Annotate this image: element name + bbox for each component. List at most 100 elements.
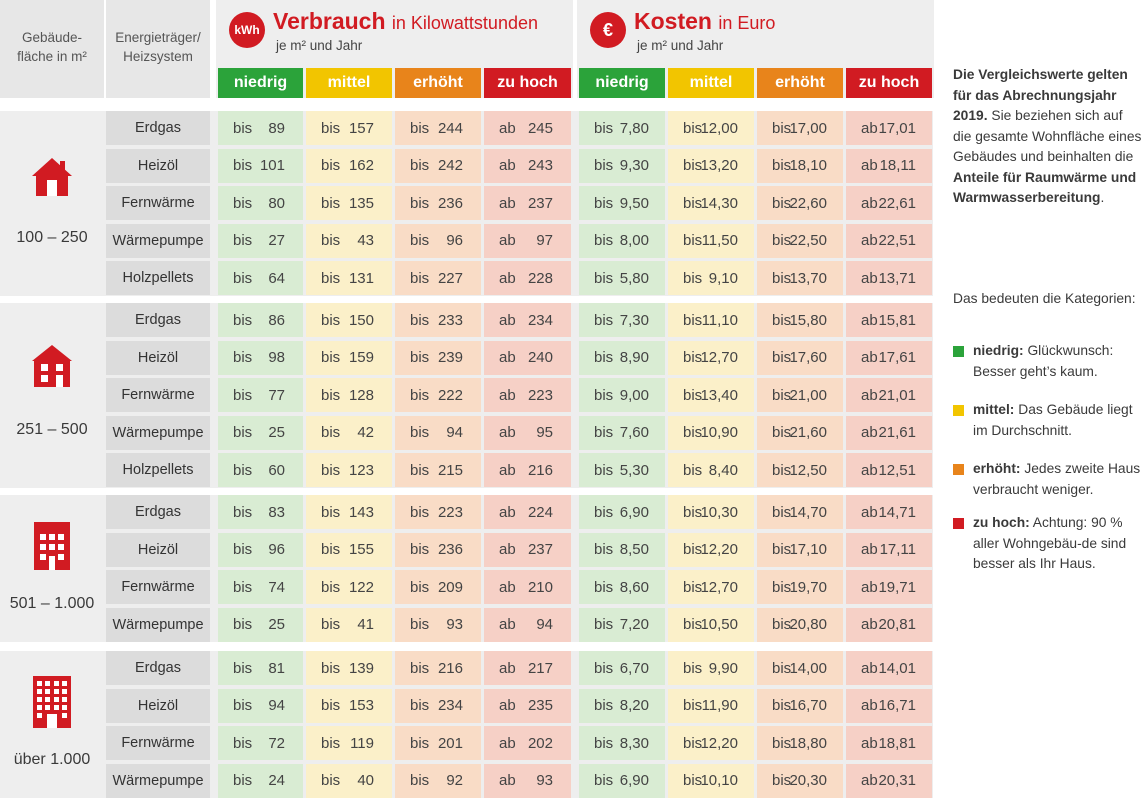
value-prefix: bis [594, 424, 614, 441]
eur-cell-erhoeht: bis 18,10 [757, 148, 843, 183]
value-prefix: bis [594, 311, 614, 329]
kwh-cell-mittel: bis 159 [306, 340, 392, 375]
legend-label: zu hoch: [973, 515, 1030, 530]
kwh-cell-zu-hoch: ab 223 [484, 378, 571, 412]
value-prefix: bis [594, 541, 614, 558]
value-number: 11,50 [701, 232, 738, 249]
kwh-cell-erhoeht: bis 94 [395, 415, 481, 450]
kwh-cell-mittel: bis 143 [306, 495, 392, 529]
value-prefix: bis [233, 349, 253, 366]
legend-swatch-orange [953, 464, 964, 475]
value-number: 9,30 [619, 157, 649, 174]
value-number: 233 [437, 311, 463, 329]
value-number: 209 [437, 578, 463, 596]
value-prefix: bis [321, 541, 341, 558]
value-prefix: bis [233, 194, 253, 212]
value-prefix: ab [499, 503, 516, 521]
eur-cell-niedrig: bis 6,90 [579, 495, 665, 529]
consumption-cat-mittel: mittel [306, 68, 392, 98]
value-prefix: bis [410, 616, 430, 633]
value-prefix: ab [861, 541, 878, 558]
value-prefix: ab [861, 424, 878, 441]
size-label: 251 – 500 [16, 421, 88, 439]
kwh-cell-mittel: bis 131 [306, 261, 392, 295]
value-number: 216 [527, 461, 553, 479]
high-rise-building-icon [33, 676, 71, 728]
value-prefix: bis [594, 578, 614, 596]
eur-cell-erhoeht: bis 20,30 [757, 763, 843, 798]
energy-type-cell: Wärmepumpe [106, 763, 210, 798]
value-number: 235 [527, 697, 553, 714]
eur-cell-mittel: bis 10,30 [668, 495, 754, 529]
value-prefix: ab [861, 461, 878, 479]
value-number: 12,50 [789, 461, 827, 479]
sidebar-note: Die Vergleichswerte gelten für das Abrec… [953, 65, 1143, 209]
value-prefix: bis [594, 157, 614, 174]
value-number: 150 [348, 311, 374, 329]
kwh-cell-niedrig: bis 89 [218, 111, 303, 145]
value-prefix: bis [410, 697, 430, 714]
consumption-title-suffix: in Kilowattstunden [391, 13, 538, 33]
value-prefix: bis [233, 616, 253, 633]
value-prefix: bis [772, 616, 792, 633]
cost-cat-niedrig: niedrig [579, 68, 665, 98]
eur-cell-zu-hoch: ab 12,51 [846, 453, 932, 487]
value-prefix: bis [594, 772, 614, 789]
value-prefix: bis [321, 269, 341, 287]
value-number: 12,51 [878, 461, 916, 479]
value-prefix: bis [594, 616, 614, 633]
value-prefix: ab [861, 734, 878, 752]
value-prefix: ab [499, 616, 516, 633]
value-prefix: ab [499, 157, 516, 174]
value-prefix: ab [861, 386, 878, 404]
value-prefix: bis [233, 578, 253, 596]
value-number: 139 [348, 659, 374, 677]
value-number: 17,00 [789, 119, 827, 137]
value-prefix: bis [772, 503, 792, 521]
value-number: 40 [357, 772, 374, 789]
eur-cell-niedrig: bis 8,60 [579, 570, 665, 604]
eur-cell-niedrig: bis 6,70 [579, 651, 665, 685]
value-number: 8,30 [619, 734, 649, 752]
value-number: 244 [437, 119, 463, 137]
area-column-header: Gebäude- fläche in m² [0, 0, 104, 98]
sidebar [940, 0, 1144, 787]
consumption-cat-niedrig: niedrig [218, 68, 303, 98]
kwh-cell-niedrig: bis 86 [218, 303, 303, 337]
energy-type-cell: Heizöl [106, 340, 210, 375]
energy-type-cell: Erdgas [106, 111, 210, 145]
value-number: 202 [527, 734, 553, 752]
value-prefix: bis [321, 424, 341, 441]
value-number: 64 [268, 269, 285, 287]
kwh-cell-erhoeht: bis 201 [395, 726, 481, 760]
value-prefix: bis [683, 541, 703, 558]
consumption-title: Verbrauch in Kilowattstunden [273, 8, 538, 35]
energy-type-cell: Wärmepumpe [106, 607, 210, 642]
kwh-cell-niedrig: bis 80 [218, 186, 303, 220]
value-number: 7,80 [619, 119, 649, 137]
value-prefix: bis [683, 578, 703, 596]
value-prefix: bis [683, 311, 703, 329]
legend-item-erhoeht: erhöht: Jedes zweite Haus verbraucht wen… [953, 459, 1143, 500]
eur-cell-niedrig: bis 8,20 [579, 688, 665, 723]
kwh-cell-zu-hoch: ab 93 [484, 763, 571, 798]
value-prefix: bis [594, 461, 614, 479]
value-prefix: bis [683, 424, 703, 441]
value-number: 143 [348, 503, 374, 521]
value-prefix: bis [410, 461, 430, 479]
value-prefix: bis [410, 194, 430, 212]
value-prefix: ab [499, 311, 516, 329]
value-number: 122 [348, 578, 374, 596]
value-number: 157 [348, 119, 374, 137]
eur-cell-niedrig: bis 7,80 [579, 111, 665, 145]
eur-cell-zu-hoch: ab 20,31 [846, 763, 932, 798]
value-prefix: ab [861, 349, 878, 366]
value-prefix: bis [321, 119, 341, 137]
value-number: 128 [348, 386, 374, 404]
legend-swatch-yellow [953, 405, 964, 416]
kwh-cell-mittel: bis 139 [306, 651, 392, 685]
value-number: 8,90 [619, 349, 649, 366]
note-end: . [1100, 190, 1105, 205]
cost-cat-erhoeht: erhöht [757, 68, 843, 98]
value-number: 93 [536, 772, 553, 789]
